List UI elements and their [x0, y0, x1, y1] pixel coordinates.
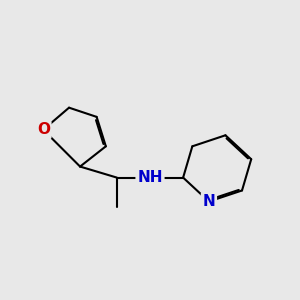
Text: N: N: [202, 194, 215, 209]
Text: O: O: [37, 122, 50, 137]
Text: NH: NH: [137, 170, 163, 185]
